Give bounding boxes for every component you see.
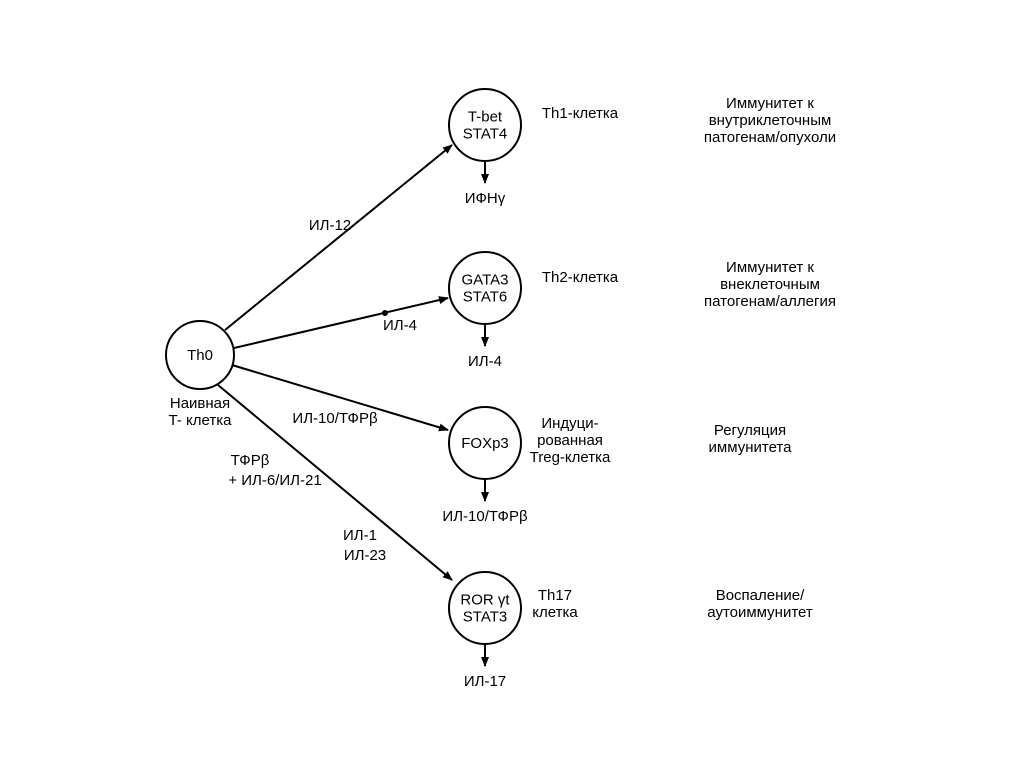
edge-th0-th1 (225, 145, 452, 330)
edge-label: ТФРβ (231, 452, 270, 469)
edge-label: ИЛ-10/ТФРβ (292, 410, 378, 427)
edge-label: ИЛ-12 (309, 217, 351, 234)
product-label: ИФНγ (465, 190, 506, 207)
edge-label: + ИЛ-6/ИЛ-21 (228, 472, 321, 489)
node-label: ROR γt (460, 592, 510, 609)
node-label: Th0 (187, 347, 213, 364)
function-label: внеклеточным (720, 276, 820, 293)
edge-dot (382, 310, 388, 316)
edge-label: ИЛ-1 (343, 527, 377, 544)
t-cell-differentiation-diagram: ИЛ-12 ИЛ-4 ИЛ-10/ТФРβ ТФРβ + ИЛ-6/ИЛ-21 ИЛ-1 И… (0, 0, 1024, 768)
node-label: GATA3 (462, 272, 509, 289)
function-label: аутоиммунитет (707, 604, 813, 621)
node-label: STAT3 (463, 609, 507, 626)
cell-label: Th1-клетка (542, 105, 619, 122)
function-label: патогенам/опухоли (704, 129, 836, 146)
cell-label: клетка (532, 604, 578, 621)
function-label: Иммунитет к (726, 259, 814, 276)
cell-label: рованная (537, 432, 603, 449)
function-label: Воспаление/ (716, 587, 805, 604)
cell-label: Treg-клетка (530, 449, 611, 466)
node-sublabel: T- клетка (169, 412, 233, 429)
product-label: ИЛ-4 (468, 353, 502, 370)
cell-label: Индуци- (541, 415, 598, 432)
node-label: FOXp3 (461, 435, 509, 452)
function-label: иммунитета (709, 439, 793, 456)
node-label: STAT4 (463, 126, 507, 143)
function-label: патогенам/аллегия (704, 293, 836, 310)
cell-label: Th17 (538, 587, 572, 604)
product-label: ИЛ-17 (464, 673, 506, 690)
function-label: Регуляция (714, 422, 786, 439)
node-label: T-bet (468, 109, 503, 126)
product-label: ИЛ-10/ТФРβ (442, 508, 528, 525)
function-label: Иммунитет к (726, 95, 814, 112)
edge-label: ИЛ-4 (383, 317, 417, 334)
node-label: STAT6 (463, 289, 507, 306)
edge-label: ИЛ-23 (344, 547, 386, 564)
node-sublabel: Наивная (170, 395, 230, 412)
cell-label: Th2-клетка (542, 269, 619, 286)
function-label: внутриклеточным (709, 112, 832, 129)
